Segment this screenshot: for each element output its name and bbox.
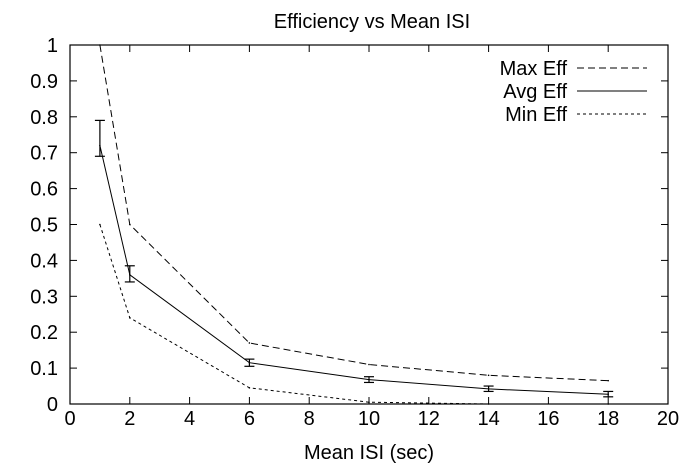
x-tick-label: 8 [304, 408, 315, 430]
x-axis-label: Mean ISI (sec) [304, 442, 434, 464]
y-tick-label: 1 [47, 35, 58, 57]
axis-ticks: 0 2 4 6 8 10 12 14 16 18 20 0 0.1 0.2 0.3 0.4 0.5 0.6 0.7 0… [30, 35, 679, 430]
series-line-max-eff [99, 44, 609, 382]
y-tick-label: 0.5 [30, 215, 58, 237]
x-tick-label: 2 [124, 408, 135, 430]
y-tick-label: 0.4 [30, 250, 58, 272]
y-tick-label: 0 [47, 394, 58, 416]
data-point-min-eff [248, 387, 251, 389]
y-tick-label: 0.7 [30, 143, 58, 165]
x-tick-label: 6 [244, 408, 255, 430]
y-tick-label: 0.3 [30, 286, 58, 308]
data-point-min-eff [607, 403, 609, 405]
legend-label: Min Eff [505, 104, 567, 126]
y-tick-label: 0.2 [30, 322, 58, 344]
data-point-max-eff [99, 44, 101, 46]
x-tick-label: 14 [477, 408, 499, 430]
y-tick-label: 0.6 [30, 179, 58, 201]
x-tick-label: 18 [597, 408, 619, 430]
series-line-min-eff [99, 224, 609, 405]
data-point-min-eff [99, 223, 101, 226]
plot-frame [69, 44, 669, 405]
data-point-min-eff [129, 317, 131, 319]
data-point-max-eff [368, 363, 370, 366]
x-tick-label: 20 [657, 408, 679, 430]
data-point-min-eff [487, 403, 490, 405]
series-layer [94, 44, 614, 405]
x-tick-label: 12 [418, 408, 440, 430]
data-point-max-eff [487, 374, 490, 377]
data-point-max-eff [248, 342, 251, 344]
x-tick-label: 4 [184, 408, 195, 430]
chart-title: Efficiency vs Mean ISI [274, 11, 470, 33]
data-point-max-eff [607, 379, 609, 382]
y-tick-label: 0.8 [30, 107, 58, 129]
data-point-max-eff [129, 223, 131, 226]
y-tick-label: 0.1 [30, 358, 58, 380]
data-point-min-eff [368, 401, 370, 404]
legend-label: Avg Eff [503, 81, 567, 103]
series-line-avg-eff [99, 145, 609, 395]
legend-label: Max Eff [500, 58, 568, 80]
x-tick-label: 0 [64, 408, 75, 430]
x-tick-label: 16 [537, 408, 559, 430]
x-tick-label: 10 [358, 408, 380, 430]
y-tick-label: 0.9 [30, 71, 58, 93]
